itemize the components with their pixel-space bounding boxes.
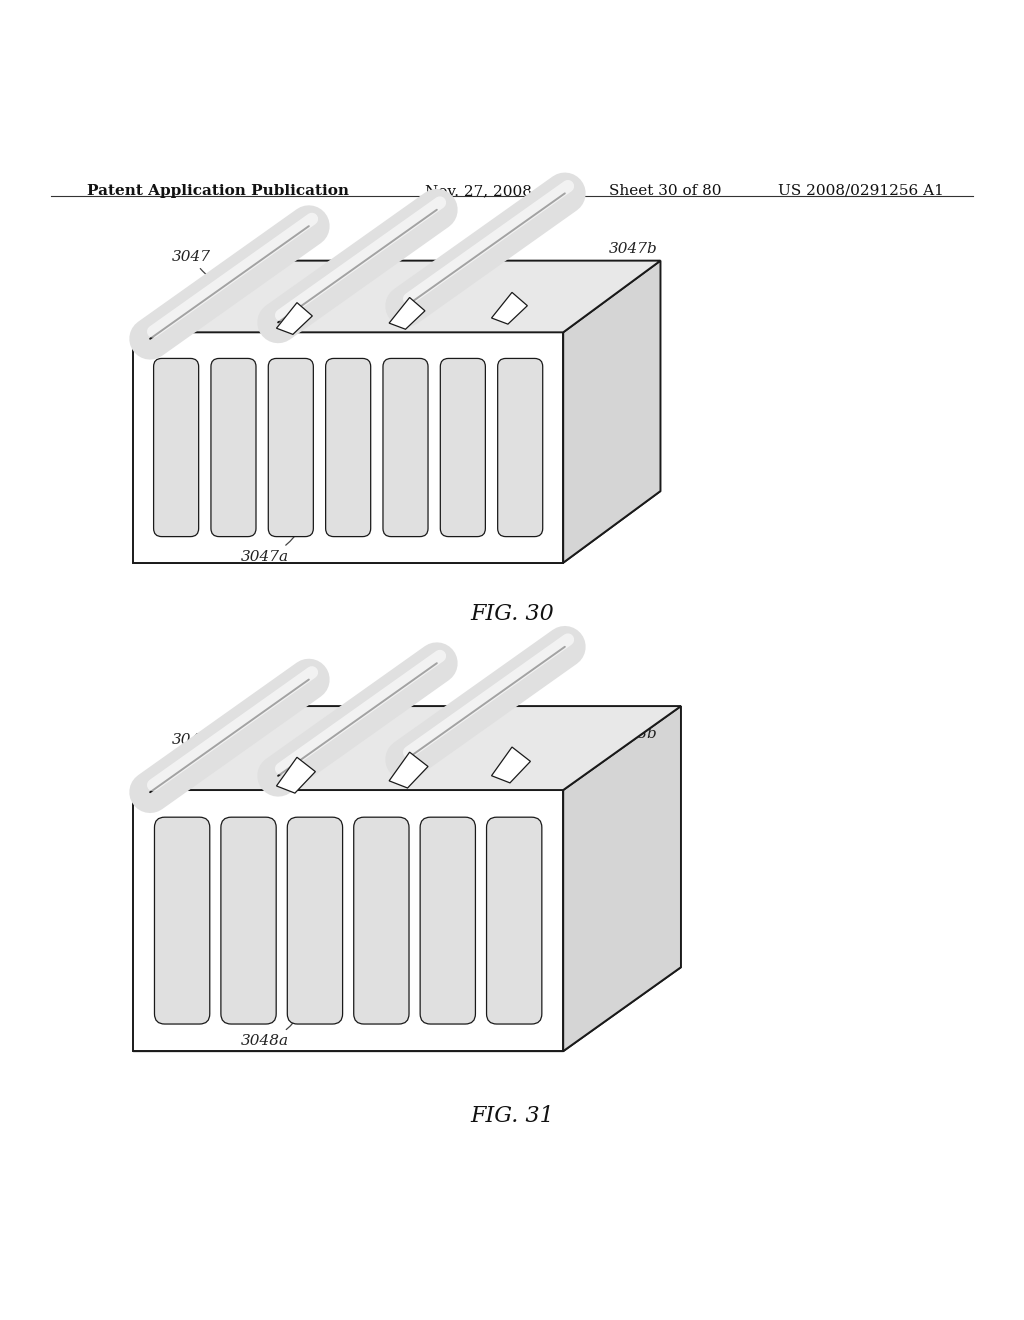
FancyBboxPatch shape: [383, 359, 428, 537]
Polygon shape: [133, 333, 563, 562]
Text: FIG. 31: FIG. 31: [470, 1105, 554, 1127]
FancyBboxPatch shape: [221, 817, 276, 1024]
Polygon shape: [133, 791, 563, 1051]
Text: Sheet 30 of 80: Sheet 30 of 80: [609, 183, 722, 198]
FancyBboxPatch shape: [420, 817, 475, 1024]
Text: US 2008/0291256 A1: US 2008/0291256 A1: [778, 183, 944, 198]
Polygon shape: [492, 747, 530, 783]
Polygon shape: [389, 752, 428, 788]
Text: 3048: 3048: [172, 733, 247, 780]
FancyBboxPatch shape: [211, 359, 256, 537]
FancyBboxPatch shape: [268, 359, 313, 537]
Polygon shape: [563, 706, 681, 1051]
Polygon shape: [276, 758, 315, 793]
FancyBboxPatch shape: [288, 817, 343, 1024]
Polygon shape: [492, 293, 527, 325]
Polygon shape: [389, 297, 425, 329]
Text: 3047: 3047: [172, 249, 247, 296]
Polygon shape: [133, 260, 660, 333]
Text: 3047b: 3047b: [565, 243, 658, 276]
Text: 3048a: 3048a: [241, 1014, 300, 1048]
Polygon shape: [276, 302, 312, 334]
FancyBboxPatch shape: [353, 817, 409, 1024]
Text: 3048b: 3048b: [565, 727, 658, 760]
FancyBboxPatch shape: [155, 817, 210, 1024]
Polygon shape: [133, 968, 681, 1051]
Polygon shape: [133, 706, 681, 791]
Text: Patent Application Publication: Patent Application Publication: [87, 183, 349, 198]
Polygon shape: [133, 491, 660, 562]
Text: FIG. 30: FIG. 30: [470, 603, 554, 624]
Text: 3047a: 3047a: [241, 528, 300, 564]
FancyBboxPatch shape: [154, 359, 199, 537]
Text: Nov. 27, 2008: Nov. 27, 2008: [425, 183, 531, 198]
Polygon shape: [563, 260, 660, 562]
FancyBboxPatch shape: [498, 359, 543, 537]
FancyBboxPatch shape: [440, 359, 485, 537]
FancyBboxPatch shape: [326, 359, 371, 537]
FancyBboxPatch shape: [486, 817, 542, 1024]
